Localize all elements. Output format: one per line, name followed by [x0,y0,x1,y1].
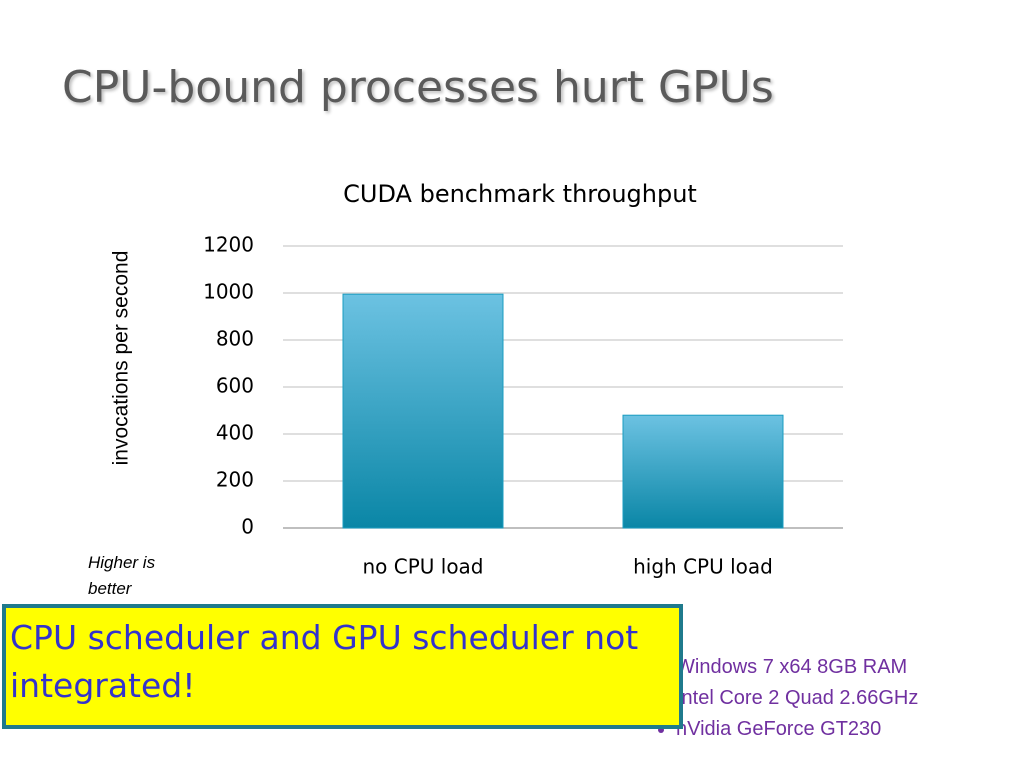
y-axis-label: invocations per second [110,251,133,466]
x-tick-label: no CPU load [362,555,483,579]
x-tick-label: high CPU load [633,555,773,579]
y-tick-label: 400 [216,421,254,445]
spec-item: Intel Core 2 Quad 2.66GHz [676,683,918,714]
spec-item: nVidia GeForce GT230 [676,714,918,745]
spec-list: Windows 7 x64 8GB RAMIntel Core 2 Quad 2… [660,652,918,745]
callout: CPU scheduler and GPU scheduler not inte… [2,604,683,729]
y-tick-label: 600 [216,374,254,398]
y-tick-label: 800 [216,327,254,351]
bar [342,293,504,529]
slide-title: CPU-bound processes hurt GPUs [62,62,774,113]
y-tick-label: 200 [216,468,254,492]
chart-title: CUDA benchmark throughput [343,180,697,208]
spec-item: Windows 7 x64 8GB RAM [676,652,918,683]
y-tick-label: 1000 [203,280,254,304]
bar [622,414,784,529]
y-tick-label: 1200 [203,233,254,257]
y-tick-label: 0 [241,515,254,539]
note: Higher is better [88,553,156,598]
